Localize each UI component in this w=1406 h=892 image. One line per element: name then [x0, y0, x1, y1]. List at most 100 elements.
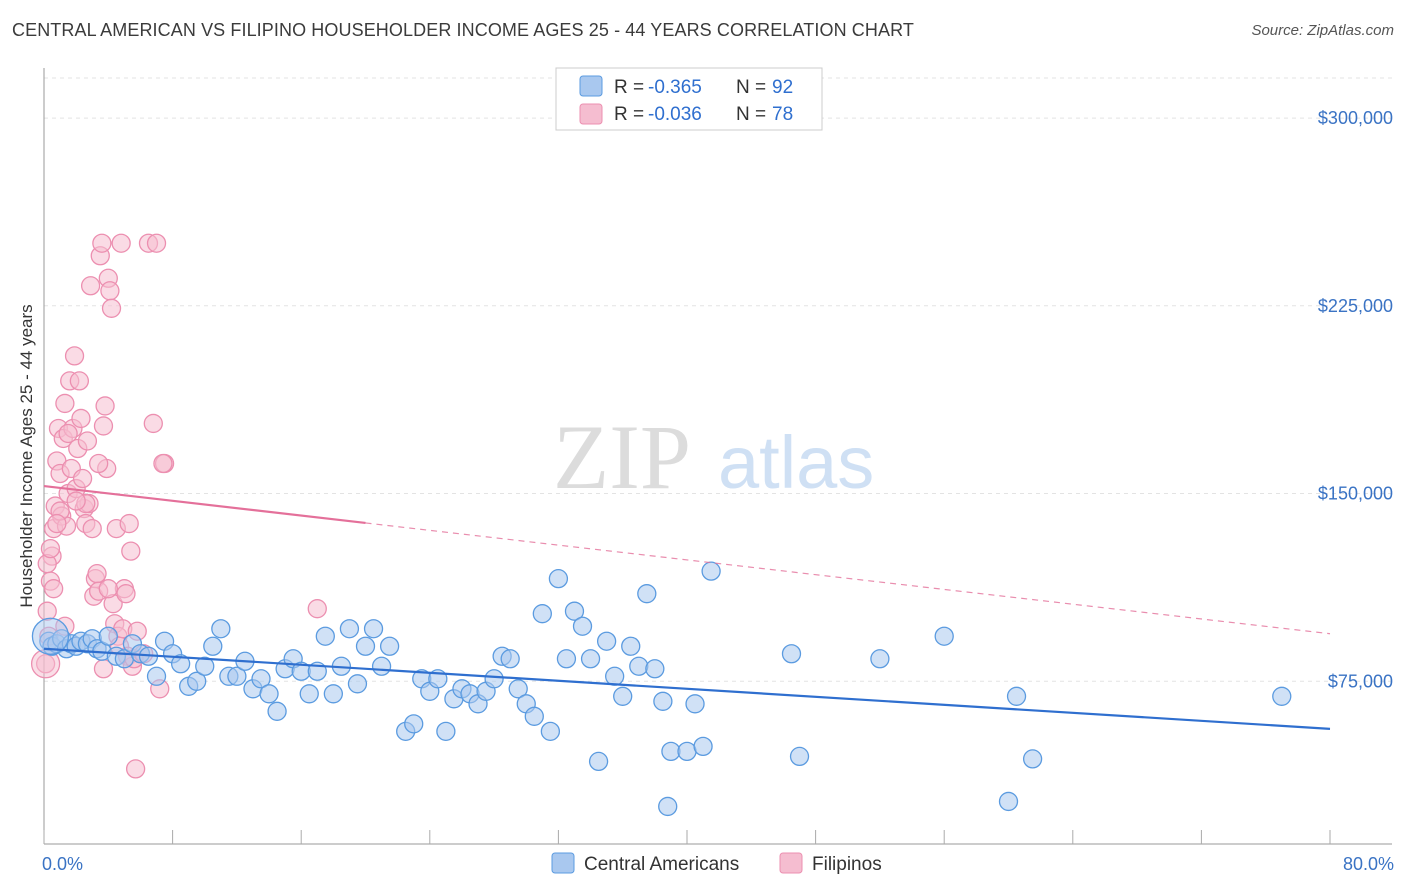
source-label: Source: ZipAtlas.com [1251, 22, 1394, 39]
filipino-point-39 [100, 281, 120, 301]
central-american-point-89 [870, 649, 890, 669]
bottom-legend: Central Americans Filipinos [551, 852, 882, 875]
gridlines [44, 77, 1392, 682]
filipino-point-72 [43, 579, 64, 599]
filipino-point-17 [64, 346, 85, 366]
x-ticks [43, 830, 1331, 844]
central-american-point-75 [613, 686, 633, 706]
central-american-point-24 [195, 656, 215, 676]
y-tick-labels: $75,000 $150,000 $225,000 $300,000 [1318, 108, 1393, 691]
central-american-point-43 [347, 674, 368, 694]
central-american-point-86 [701, 561, 721, 581]
central-american-point-45 [363, 619, 384, 639]
central-american-point-49 [404, 714, 424, 734]
central-american-point-82 [661, 741, 681, 762]
filipino-point-31 [87, 564, 107, 584]
central-american-point-69 [564, 601, 585, 621]
y-tick-label-300000: $300,000 [1318, 108, 1393, 128]
central-american-point-33 [267, 701, 287, 721]
x-tick-label-max: 80.0% [1343, 854, 1394, 874]
filipino-point-25 [77, 431, 98, 451]
filipino-point-34 [92, 233, 112, 253]
central-american-point-74 [605, 666, 625, 686]
central-american-point-26 [211, 619, 231, 639]
central-american-point-25 [203, 636, 223, 656]
legend-n-value-blue: 92 [772, 77, 793, 98]
central-american-point-62 [508, 679, 528, 699]
legend-n-label-pink: N = [736, 104, 766, 125]
filipino-point-40 [101, 298, 122, 318]
central-american-point-68 [556, 649, 577, 669]
filipino-point-75 [307, 599, 327, 619]
legend-swatch-blue [579, 75, 603, 97]
filipino-point-59 [146, 233, 167, 253]
central-american-point-23 [187, 671, 207, 691]
central-american-point-90 [934, 626, 954, 646]
filipinos-points [30, 233, 327, 779]
filipino-point-58 [143, 413, 163, 434]
central-american-point-76 [621, 636, 641, 656]
central-american-point-73 [596, 631, 617, 651]
central-american-point-67 [548, 569, 569, 589]
filipinos-trend-line-extension [365, 522, 1331, 635]
central-american-point-88 [789, 746, 810, 767]
legend-r-value-pink: -0.036 [648, 104, 702, 125]
filipino-point-36 [95, 396, 115, 416]
central-american-point-42 [339, 619, 360, 639]
central-american-point-44 [355, 636, 376, 656]
central-american-point-87 [781, 644, 802, 664]
filipino-point-49 [116, 584, 136, 604]
central-american-point-18 [146, 666, 167, 686]
bottom-legend-label-filipinos: Filipinos [812, 854, 882, 875]
y-tick-label-225000: $225,000 [1318, 296, 1393, 316]
central-american-point-37 [299, 684, 319, 704]
central-american-point-84 [685, 694, 705, 714]
legend-n-label-blue: N = [736, 77, 766, 98]
central-american-point-64 [524, 706, 544, 726]
central-american-point-59 [484, 669, 504, 689]
central-americans-trend-line [43, 647, 1331, 730]
central-american-point-28 [227, 666, 247, 686]
legend-swatch-pink [579, 103, 603, 125]
central-american-point-66 [540, 721, 561, 742]
legend-n-value-pink: 78 [772, 104, 793, 125]
central-american-point-92 [998, 791, 1019, 812]
filipino-point-51 [119, 513, 139, 534]
central-american-point-46 [371, 656, 392, 676]
central-american-point-65 [532, 604, 552, 624]
y-tick-label-75000: $75,000 [1328, 671, 1393, 691]
filipino-point-62 [125, 759, 146, 779]
central-american-point-80 [653, 691, 673, 711]
filipino-point-71 [66, 491, 86, 511]
filipino-point-74 [153, 453, 173, 474]
filipino-point-22 [72, 468, 93, 489]
filipino-point-77 [47, 513, 67, 534]
x-tick-label-min: 0.0% [42, 854, 83, 874]
filipino-point-20 [69, 371, 90, 391]
central-american-point-94 [1272, 686, 1292, 706]
filipino-point-35 [93, 416, 114, 436]
central-american-point-71 [580, 649, 601, 669]
legend-r-value-blue: -0.365 [648, 77, 702, 98]
central-american-point-40 [323, 684, 344, 704]
central-american-point-32 [259, 684, 279, 704]
filipino-point-28 [82, 518, 102, 539]
watermark-zip: ZIP [553, 406, 691, 508]
filipino-point-67 [58, 423, 78, 444]
central-american-point-78 [637, 584, 657, 604]
central-american-point-21 [170, 654, 191, 674]
central-american-point-85 [693, 736, 713, 757]
central-american-point-72 [588, 751, 609, 772]
central-american-point-31 [251, 669, 271, 689]
filipino-point-52 [121, 541, 141, 561]
central-american-point-61 [500, 649, 520, 669]
central-american-point-53 [436, 721, 456, 742]
central-american-point-70 [572, 616, 593, 636]
central-american-cluster [31, 617, 70, 655]
y-tick-label-150000: $150,000 [1318, 484, 1393, 504]
central-american-point-12 [98, 626, 118, 646]
central-american-point-91 [1006, 686, 1027, 706]
central-american-point-39 [315, 626, 335, 646]
legend-r-label-blue: R = [614, 77, 644, 98]
